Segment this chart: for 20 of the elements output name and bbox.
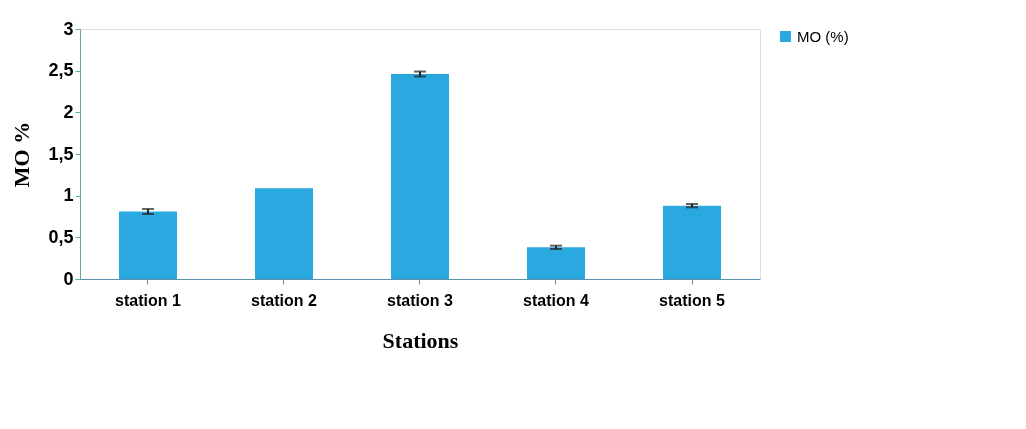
y-tick-label: 2 [63, 101, 74, 122]
y-tick-label: 1,5 [48, 143, 74, 164]
x-tick-label: station 2 [251, 291, 317, 309]
bar [527, 247, 585, 279]
legend-label: MO (%) [797, 27, 849, 45]
x-tick-label: station 4 [523, 291, 589, 309]
bar [255, 188, 313, 279]
bar [663, 205, 721, 279]
x-tick-label: station 3 [387, 291, 453, 309]
x-tick-label: station 1 [115, 291, 181, 309]
y-tick-label: 1 [63, 185, 74, 206]
y-axis-title: MO % [9, 121, 35, 188]
y-tick-label: 3 [63, 18, 74, 39]
bar [391, 74, 449, 279]
y-tick-label: 0 [63, 268, 74, 289]
y-tick-label: 0,5 [48, 226, 74, 247]
bar [119, 211, 177, 279]
y-tick-label: 2,5 [48, 60, 74, 81]
x-tick-label: station 5 [659, 291, 725, 309]
x-axis-title: Stations [382, 327, 459, 353]
